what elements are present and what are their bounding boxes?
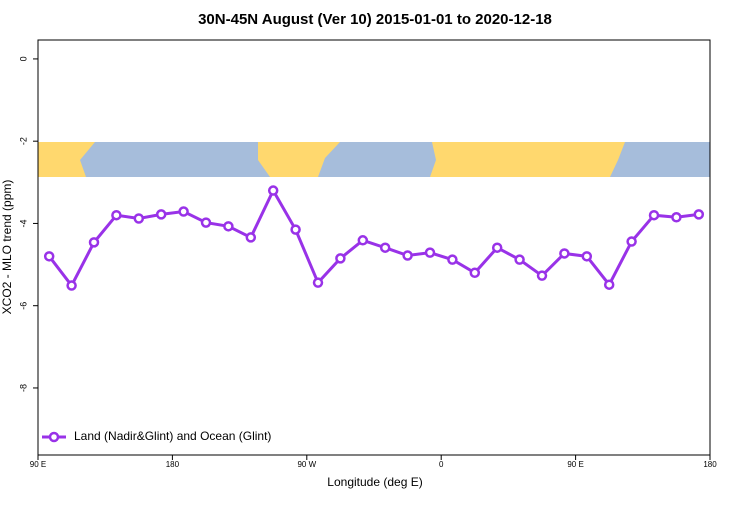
x-tick-label: 0 (439, 460, 444, 469)
point (491, 242, 503, 253)
point (43, 251, 55, 262)
point (648, 209, 660, 221)
y-tick-label: -2 (18, 137, 28, 145)
point (200, 217, 212, 228)
x-axis-label: Longitude (deg E) (327, 475, 422, 489)
point (693, 209, 705, 220)
point (267, 185, 279, 196)
point (671, 212, 682, 223)
point (447, 254, 458, 265)
point (559, 248, 570, 259)
y-tick-label: -6 (18, 302, 28, 310)
point (603, 279, 615, 290)
x-tick-label: 90 E (30, 460, 46, 469)
point (335, 253, 346, 264)
legend-marker (48, 431, 60, 443)
x-tick-label: 180 (166, 460, 180, 469)
point (133, 213, 145, 224)
y-tick-label: -4 (18, 219, 28, 227)
point (66, 280, 77, 291)
x-tick-label: 180 (703, 460, 717, 469)
legend-label: Land (Nadir&Glint) and Ocean (Glint) (74, 429, 271, 443)
chart-title: 30N-45N August (Ver 10) 2015-01-01 to 20… (198, 11, 552, 28)
point (514, 254, 525, 265)
point (223, 221, 234, 232)
point (111, 209, 122, 221)
point (536, 270, 548, 281)
point (245, 232, 257, 243)
point (581, 251, 593, 262)
plot-frame (37, 39, 711, 456)
point (357, 235, 369, 246)
point (402, 250, 413, 261)
x-tick-label: 90 W (297, 460, 316, 469)
point (626, 236, 637, 247)
point (155, 209, 167, 220)
y-axis-label: XCO2 - MLO trend (ppm) (0, 180, 14, 315)
series-line (48, 187, 699, 289)
y-tick-label: -8 (18, 384, 28, 392)
point (424, 247, 436, 258)
point (312, 277, 324, 288)
x-tick-label: 90 E (567, 460, 583, 469)
point (178, 206, 189, 217)
map-band (38, 142, 710, 177)
point (290, 224, 301, 235)
point (469, 267, 481, 279)
y-tick-label: 0 (18, 56, 28, 61)
point (379, 242, 391, 253)
point (88, 237, 100, 248)
